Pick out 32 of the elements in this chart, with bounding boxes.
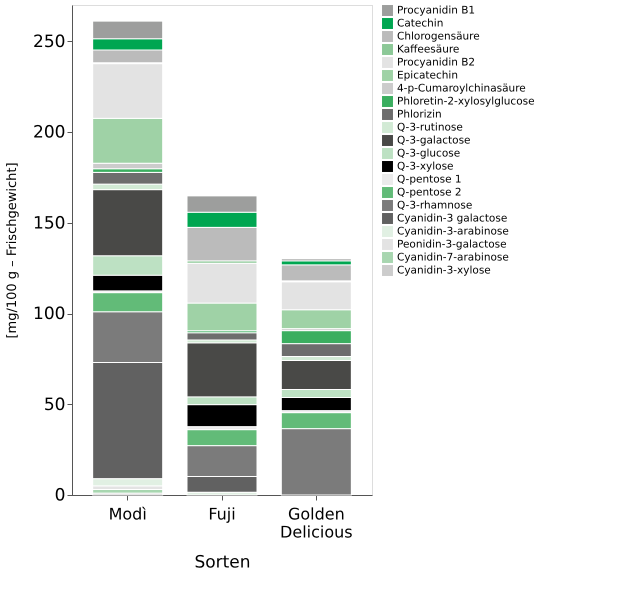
legend-label: Cyanidin-7-arabinose [397, 252, 509, 264]
legend-label: Procyanidin B1 [397, 4, 476, 16]
legend-label: Catechin [397, 18, 444, 30]
y-tick-label: 0 [54, 486, 66, 506]
legend-label: Cyanidin-3 galactose [397, 212, 508, 224]
legend-label: Q-3-rutinose [397, 122, 463, 134]
legend-label: Procyanidin B2 [397, 56, 476, 68]
y-tick-label: 200 [33, 122, 66, 143]
y-tick-label: 150 [33, 213, 66, 234]
legend-label: Q-3-xylose [397, 160, 454, 172]
legend-label: Epicatechin [397, 70, 458, 82]
legend-label: Chlorogensäure [397, 30, 480, 42]
y-tick-label: 100 [33, 304, 66, 324]
y-tick-label: 250 [33, 32, 66, 52]
legend-label: Peonidin-3-galactose [397, 238, 507, 250]
legend-label: Q-3-rhamnose [397, 200, 472, 212]
legend-label: Kaffeesäure [397, 44, 460, 56]
legend-label: Q-pentose 2 [397, 186, 462, 198]
x-axis-title: Sorten [194, 552, 251, 572]
legend-label: Cyanidin-3-xylose [397, 264, 491, 276]
x-tick-label: Golden Delicious [280, 504, 353, 542]
y-tick-label: 50 [44, 394, 66, 415]
legend-label: Q-3-galactose [397, 134, 471, 146]
legend-label: Phloretin-2-xylosylglucose [397, 96, 535, 108]
legend-label: Phlorizin [397, 108, 442, 120]
x-tick-label: Fuji [208, 504, 236, 524]
y-axis-title: [mg/100 g – Frischgewicht] [5, 162, 20, 339]
legend-label: 4-p-Cumaroylchinasäure [397, 82, 526, 94]
legend-label: Cyanidin-3-arabinose [397, 226, 509, 238]
legend-label: Q-pentose 1 [397, 174, 462, 186]
legend-label: Q-3-glucose [397, 148, 460, 160]
x-tick-label: Modì [108, 504, 147, 524]
